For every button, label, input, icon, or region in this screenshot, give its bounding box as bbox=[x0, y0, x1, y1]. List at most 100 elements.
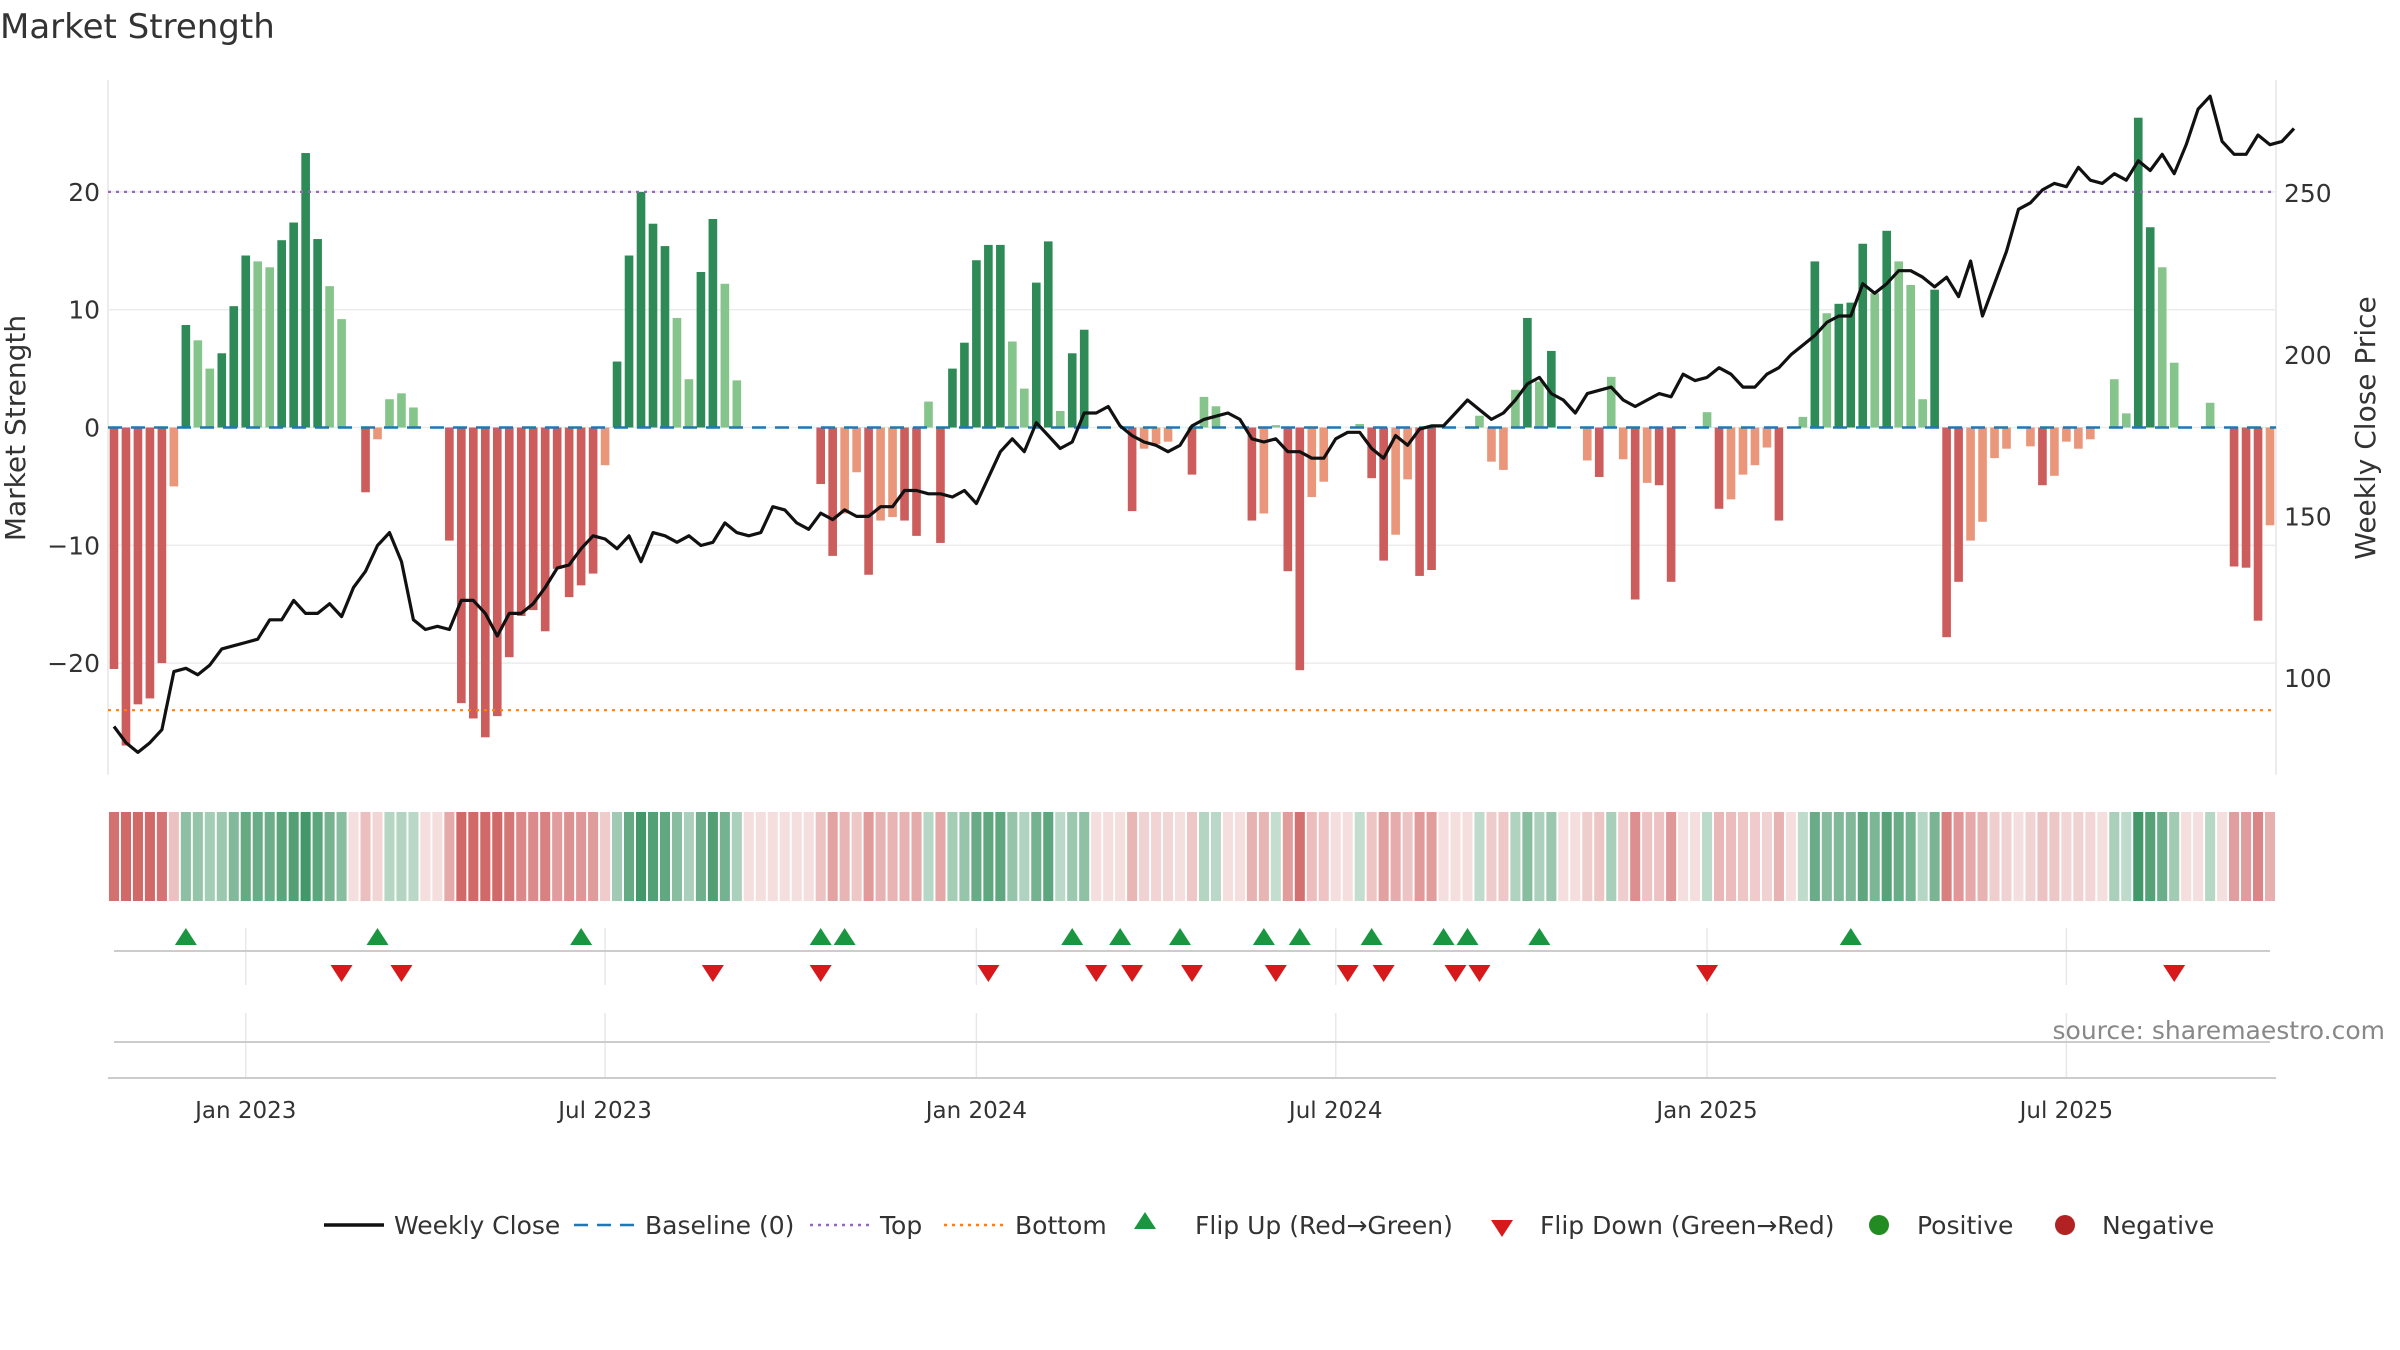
heat-cell bbox=[168, 812, 179, 901]
strength-bar bbox=[2026, 427, 2035, 447]
heat-cell bbox=[2241, 812, 2252, 901]
strength-bar bbox=[1079, 329, 1089, 428]
flip-up-marker bbox=[833, 928, 856, 945]
legend-item-flip-down: Flip Down (Green→Red) bbox=[1491, 1211, 1835, 1240]
strength-bar bbox=[1355, 423, 1365, 428]
heat-cell bbox=[767, 812, 778, 901]
strength-bar bbox=[169, 427, 179, 487]
heat-cell bbox=[1618, 812, 1629, 901]
strength-bar bbox=[1319, 427, 1329, 482]
strength-bar bbox=[2062, 427, 2071, 442]
strength-bar bbox=[612, 361, 622, 428]
flip-up-marker bbox=[1360, 928, 1383, 945]
heat-cell bbox=[1390, 812, 1401, 901]
strength-bar bbox=[133, 427, 143, 705]
heat-cell bbox=[624, 812, 635, 901]
strength-bar bbox=[1499, 427, 1508, 470]
heat-cell bbox=[276, 812, 287, 901]
strength-bar bbox=[1942, 427, 1951, 638]
strength-bar bbox=[528, 427, 538, 611]
strength-bar bbox=[1307, 427, 1317, 497]
strength-bar bbox=[564, 427, 574, 598]
strength-bar bbox=[1415, 427, 1424, 576]
strength-bar bbox=[2241, 427, 2251, 568]
strength-bar bbox=[708, 219, 718, 428]
legend-label-positive: Positive bbox=[1917, 1211, 2013, 1240]
strength-heat-strip bbox=[108, 812, 2276, 901]
heat-cell bbox=[1163, 812, 1174, 901]
legend-item-positive: Positive bbox=[1869, 1211, 2013, 1240]
heat-cell bbox=[1594, 812, 1605, 901]
strength-bar bbox=[732, 380, 742, 428]
heat-cell bbox=[2073, 812, 2084, 901]
heat-cell bbox=[1869, 812, 1880, 901]
flip-down-marker bbox=[1444, 965, 1467, 982]
strength-bar bbox=[253, 261, 263, 428]
strength-bar bbox=[1259, 427, 1269, 514]
heat-cell bbox=[2253, 812, 2264, 901]
strength-bar bbox=[1882, 230, 1892, 428]
strength-bar bbox=[157, 427, 167, 664]
strength-bar bbox=[1199, 396, 1209, 428]
strength-bar bbox=[1511, 389, 1520, 428]
heat-cell bbox=[1558, 812, 1569, 901]
heat-cell bbox=[803, 812, 814, 901]
heat-cell bbox=[2145, 812, 2156, 901]
heat-cell bbox=[887, 812, 898, 901]
right-axis-ticks: 100 150 200 250 bbox=[2284, 179, 2332, 693]
heat-cell bbox=[192, 812, 203, 901]
heat-cell bbox=[1965, 812, 1976, 901]
heat-cell bbox=[659, 812, 671, 901]
strength-bar bbox=[2265, 427, 2275, 526]
strength-bar bbox=[516, 427, 526, 616]
strength-bar bbox=[540, 427, 550, 632]
strength-bar bbox=[480, 427, 490, 738]
heat-cell bbox=[2181, 812, 2192, 901]
strength-bar bbox=[361, 427, 370, 493]
heat-cell bbox=[1582, 812, 1593, 901]
heat-cell bbox=[1809, 812, 1820, 901]
strength-bar bbox=[1019, 388, 1029, 428]
flip-down-marker bbox=[701, 965, 724, 982]
heat-cell bbox=[2025, 812, 2036, 901]
main-panel: −20 −10 0 20 10 100 150 200 250 Market Strength… bbox=[0, 80, 2382, 775]
strength-bar bbox=[600, 427, 610, 466]
x-tick-label: Jan 2025 bbox=[1654, 1098, 1757, 1124]
heat-cell bbox=[468, 812, 479, 901]
heat-cell bbox=[1821, 812, 1832, 901]
heat-cell bbox=[264, 812, 275, 901]
heat-cell bbox=[120, 812, 131, 901]
heat-cell bbox=[947, 812, 958, 901]
bottom-panel: Jan 2023 Jul 2023 Jan 2024 Jul 2024 Jan 2025… bbox=[108, 1013, 2385, 1124]
strength-bar bbox=[2086, 427, 2095, 440]
heat-cell bbox=[1043, 812, 1054, 901]
flip-up-marker bbox=[1432, 928, 1455, 945]
strength-bars bbox=[109, 117, 2275, 746]
heat-cell bbox=[683, 812, 694, 901]
heat-cell bbox=[1749, 812, 1760, 901]
heat-cell bbox=[1570, 812, 1581, 901]
strength-bar bbox=[1918, 399, 1927, 428]
heat-cell bbox=[1222, 812, 1233, 901]
heat-cell bbox=[252, 812, 263, 901]
heat-cell bbox=[1378, 812, 1389, 901]
strength-bar bbox=[972, 260, 981, 428]
strength-bar bbox=[696, 272, 706, 428]
strength-bar bbox=[1523, 317, 1532, 428]
heat-cell bbox=[911, 812, 922, 901]
weekly-close-line bbox=[112, 94, 2296, 754]
heat-cell bbox=[1606, 812, 1617, 901]
flip-up-marker bbox=[1528, 928, 1551, 945]
heat-cell bbox=[875, 812, 886, 901]
heat-cell bbox=[600, 812, 611, 901]
heat-cell bbox=[2049, 812, 2060, 901]
heat-cell bbox=[324, 812, 335, 901]
strength-bar bbox=[1618, 427, 1628, 460]
heat-cell bbox=[2133, 812, 2144, 901]
heat-cell bbox=[432, 812, 443, 901]
strength-bar bbox=[504, 427, 514, 658]
strength-bar bbox=[816, 427, 825, 485]
heat-cell bbox=[1366, 812, 1377, 901]
heat-cell bbox=[1725, 812, 1737, 901]
legend-item-negative: Negative bbox=[2055, 1211, 2214, 1240]
